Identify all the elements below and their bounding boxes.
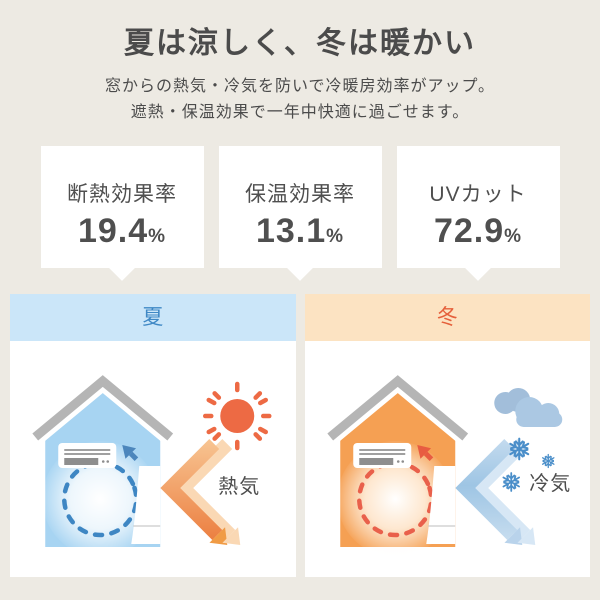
- card-pointer-tail: [464, 254, 492, 281]
- stat-label: 保温効果率: [245, 183, 355, 206]
- house-glow: [336, 441, 453, 557]
- intro-section: 夏は涼しく、冬は暖かい 窓からの熱気・冷気を防いで冷暖房効率がアップ。 遮熱・保…: [0, 0, 600, 126]
- heat-label: 熱気: [218, 475, 260, 498]
- winter-house-scene: 冷気: [325, 374, 571, 557]
- card-pointer-tail: [108, 254, 136, 281]
- stat-label: 断熱効果率: [67, 183, 177, 206]
- heat-arrow-icon: [160, 439, 241, 545]
- cloud-icon: [493, 388, 562, 427]
- page-subtitle: 窓からの熱気・冷気を防いで冷暖房効率がアップ。 遮熱・保温効果で一年中快適に過ご…: [0, 74, 600, 126]
- airflow-arrow-icon: [122, 445, 139, 461]
- winter-illustration: 冷気: [304, 341, 590, 577]
- summer-panel-title: 夏: [10, 294, 296, 341]
- stat-label: UVカット: [429, 183, 527, 206]
- stat-card-uv-cut: UVカット 72.9%: [396, 146, 560, 281]
- airflow-arrow-icon: [416, 445, 433, 461]
- stat-value: 13.1%: [219, 212, 382, 251]
- house-illustration: [325, 374, 470, 557]
- curtain-icon: [131, 466, 161, 544]
- card-pointer-tail: [286, 254, 314, 281]
- curtain-icon: [425, 466, 455, 544]
- roof-icon: [32, 375, 174, 441]
- stat-number: 13.1: [255, 212, 327, 250]
- cold-arrow-icon: [454, 439, 535, 545]
- stat-number: 72.9: [433, 212, 505, 250]
- cold-label: 冷気: [529, 472, 571, 495]
- page-title: 夏は涼しく、冬は暖かい: [124, 27, 476, 60]
- summer-house-scene: 熱気: [30, 374, 272, 557]
- subtitle-line-1: 窓からの熱気・冷気を防いで冷暖房効率がアップ。: [104, 78, 496, 95]
- roof-icon: [326, 375, 468, 441]
- stat-value: 72.9%: [397, 212, 560, 251]
- summer-illustration: 熱気: [10, 341, 296, 577]
- stat-unit: %: [148, 226, 167, 247]
- house-glow: [42, 441, 159, 557]
- summer-panel: 夏: [10, 294, 296, 577]
- stat-value: 19.4%: [41, 212, 204, 251]
- stat-unit: %: [504, 226, 523, 247]
- stat-card-heat-retention: 保温効果率 13.1%: [218, 146, 382, 281]
- subtitle-line-2: 遮熱・保温効果で一年中快適に過ごせます。: [130, 104, 470, 121]
- sun-icon: [203, 381, 272, 451]
- stat-cards: 断熱効果率 19.4% 保温効果率 13.1% UVカット 72.9%: [0, 146, 600, 281]
- house-illustration: [30, 374, 175, 557]
- stat-unit: %: [326, 226, 345, 247]
- winter-panel: 冬: [304, 294, 590, 577]
- stat-card-insulation: 断熱効果率 19.4%: [40, 146, 204, 281]
- stat-number: 19.4: [77, 212, 149, 250]
- season-panels: 夏: [10, 294, 590, 577]
- ac-unit-icon: [58, 443, 117, 468]
- winter-panel-title: 冬: [304, 294, 590, 341]
- ac-unit-icon: [352, 443, 411, 468]
